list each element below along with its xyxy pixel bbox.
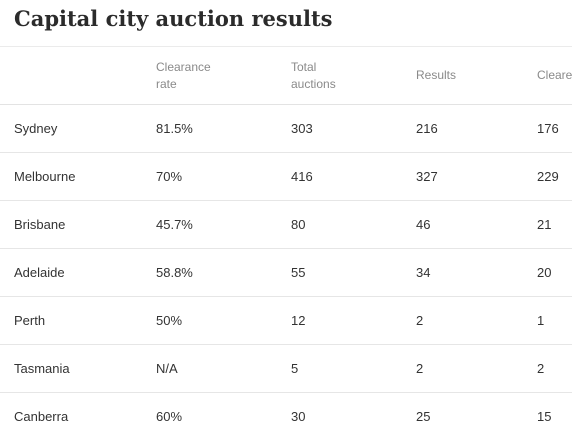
cell-results: 327	[416, 169, 438, 184]
cell-cleared: 21	[537, 217, 552, 232]
cell-city: Brisbane	[14, 217, 66, 232]
header-city	[0, 47, 156, 105]
cell-results: 2	[416, 361, 424, 376]
cell-cleared: 229	[537, 169, 559, 184]
auction-results-table: Clearance rate Total auctions Results Cl…	[0, 46, 572, 434]
cell-city: Perth	[14, 313, 46, 328]
cell-city: Melbourne	[14, 169, 76, 184]
header-cleared-label: Cleare	[537, 68, 572, 82]
cell-total-auctions: 416	[291, 169, 313, 184]
cell-clearance-rate: N/A	[156, 361, 178, 376]
results-table-container[interactable]: Clearance rate Total auctions Results Cl…	[0, 46, 572, 434]
cell-city: Sydney	[14, 121, 58, 136]
cell-cleared: 15	[537, 409, 552, 424]
header-results: Results	[416, 47, 537, 105]
cell-results: 34	[416, 265, 431, 280]
cell-total-auctions: 80	[291, 217, 306, 232]
header-total-auctions: Total auctions	[291, 47, 416, 105]
header-clearance-rate-label: Clearance rate	[156, 59, 211, 91]
cell-cleared: 2	[537, 361, 545, 376]
cell-results: 216	[416, 121, 438, 136]
cell-total-auctions: 5	[291, 361, 299, 376]
cell-results: 2	[416, 313, 424, 328]
cell-clearance-rate: 58.8%	[156, 265, 193, 280]
cell-results: 46	[416, 217, 431, 232]
cell-city: Adelaide	[14, 265, 65, 280]
header-clearance-rate: Clearance rate	[156, 47, 291, 105]
cell-cleared: 1	[537, 313, 545, 328]
cell-total-auctions: 55	[291, 265, 306, 280]
cell-total-auctions: 12	[291, 313, 306, 328]
cell-clearance-rate: 81.5%	[156, 121, 193, 136]
cell-clearance-rate: 60%	[156, 409, 183, 424]
table-row: Brisbane 45.7% 80 46 21	[0, 201, 572, 249]
cell-cleared: 176	[537, 121, 559, 136]
table-row: Tasmania N/A 5 2 2	[0, 345, 572, 393]
cell-results: 25	[416, 409, 431, 424]
header-results-label: Results	[416, 68, 457, 82]
table-row: Perth 50% 12 2 1	[0, 297, 572, 345]
cell-cleared: 20	[537, 265, 552, 280]
cell-city: Canberra	[14, 409, 69, 424]
cell-clearance-rate: 70%	[156, 169, 183, 184]
header-cleared: Cleare	[537, 47, 572, 105]
page-title: Capital city auction results	[14, 6, 333, 31]
table-row: Adelaide 58.8% 55 34 20	[0, 249, 572, 297]
cell-total-auctions: 30	[291, 409, 306, 424]
table-header-row: Clearance rate Total auctions Results Cl…	[0, 46, 572, 105]
cell-city: Tasmania	[14, 361, 70, 376]
cell-total-auctions: 303	[291, 121, 313, 136]
cell-clearance-rate: 50%	[156, 313, 183, 328]
table-row: Canberra 60% 30 25 15	[0, 393, 572, 434]
table-row: Melbourne 70% 416 327 229	[0, 153, 572, 201]
header-total-auctions-label: Total auctions	[291, 59, 336, 91]
cell-clearance-rate: 45.7%	[156, 217, 193, 232]
table-row: Sydney 81.5% 303 216 176	[0, 105, 572, 153]
